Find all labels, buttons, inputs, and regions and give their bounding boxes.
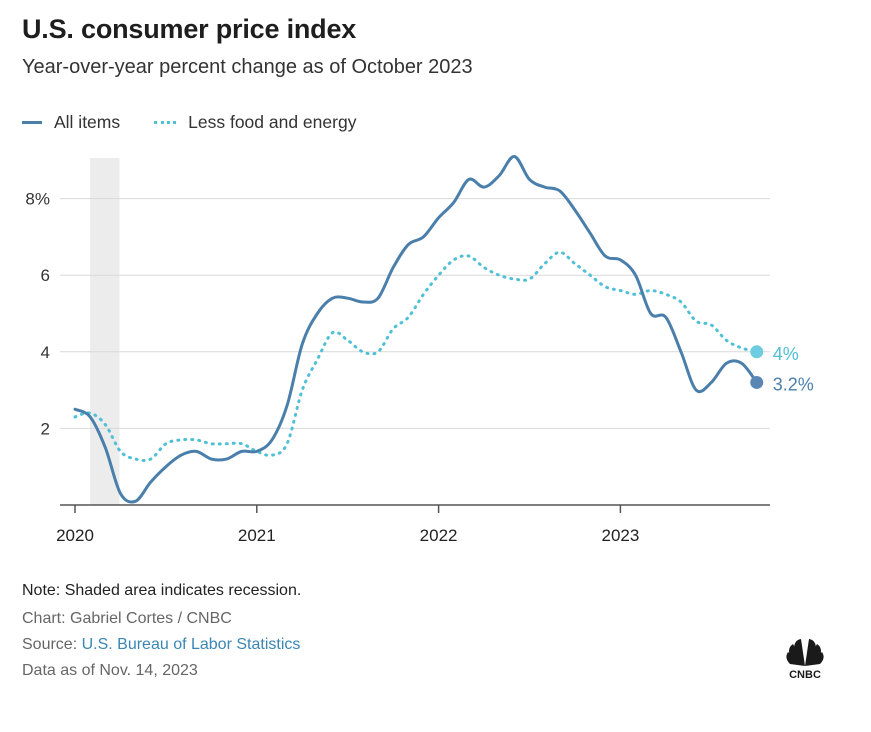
source-link[interactable]: U.S. Bureau of Labor Statistics: [81, 636, 301, 653]
end-point-all-items: [750, 375, 764, 389]
logo-text: CNBC: [789, 669, 821, 680]
x-tick-label-2023: 2023: [601, 526, 639, 545]
legend-solid-line-icon: [22, 121, 42, 124]
legend-item-all-items: All items: [22, 112, 120, 133]
legend-item-core: Less food and energy: [154, 112, 356, 133]
data-as-of: Data as of Nov. 14, 2023: [22, 662, 198, 679]
y-tick-label-4: 4: [41, 343, 50, 362]
series-line-core: [73, 250, 759, 462]
x-tick-label-2021: 2021: [238, 526, 276, 545]
legend-label-all-items: All items: [54, 112, 121, 132]
source-prefix: Source:: [22, 636, 82, 653]
legend: All items Less food and energy: [22, 112, 390, 133]
source-line: Source: U.S. Bureau of Labor Statistics: [22, 636, 300, 654]
x-tick-label-2020: 2020: [56, 526, 94, 545]
chart-credit: Chart: Gabriel Cortes / CNBC: [22, 610, 232, 627]
end-point-core: [750, 345, 764, 359]
recession-band: [90, 158, 120, 505]
series-line-all-items: [73, 154, 759, 504]
chart-title: U.S. consumer price index: [22, 14, 357, 44]
chart-subtitle: Year-over-year percent change as of Octo…: [22, 56, 473, 78]
y-tick-label-6: 6: [41, 266, 50, 285]
footer-note: Note: Shaded area indicates recession.: [22, 582, 302, 599]
legend-dotted-line-icon: [154, 121, 177, 124]
end-label-all-items: 3.2%: [773, 374, 814, 394]
y-tick-label-8: 8%: [25, 190, 50, 209]
legend-label-core: Less food and energy: [188, 112, 357, 132]
end-label-core: 4%: [773, 344, 799, 364]
cnbc-peacock-logo-icon: CNBC: [786, 639, 824, 680]
y-tick-label-2: 2: [41, 419, 50, 438]
x-tick-label-2022: 2022: [420, 526, 458, 545]
